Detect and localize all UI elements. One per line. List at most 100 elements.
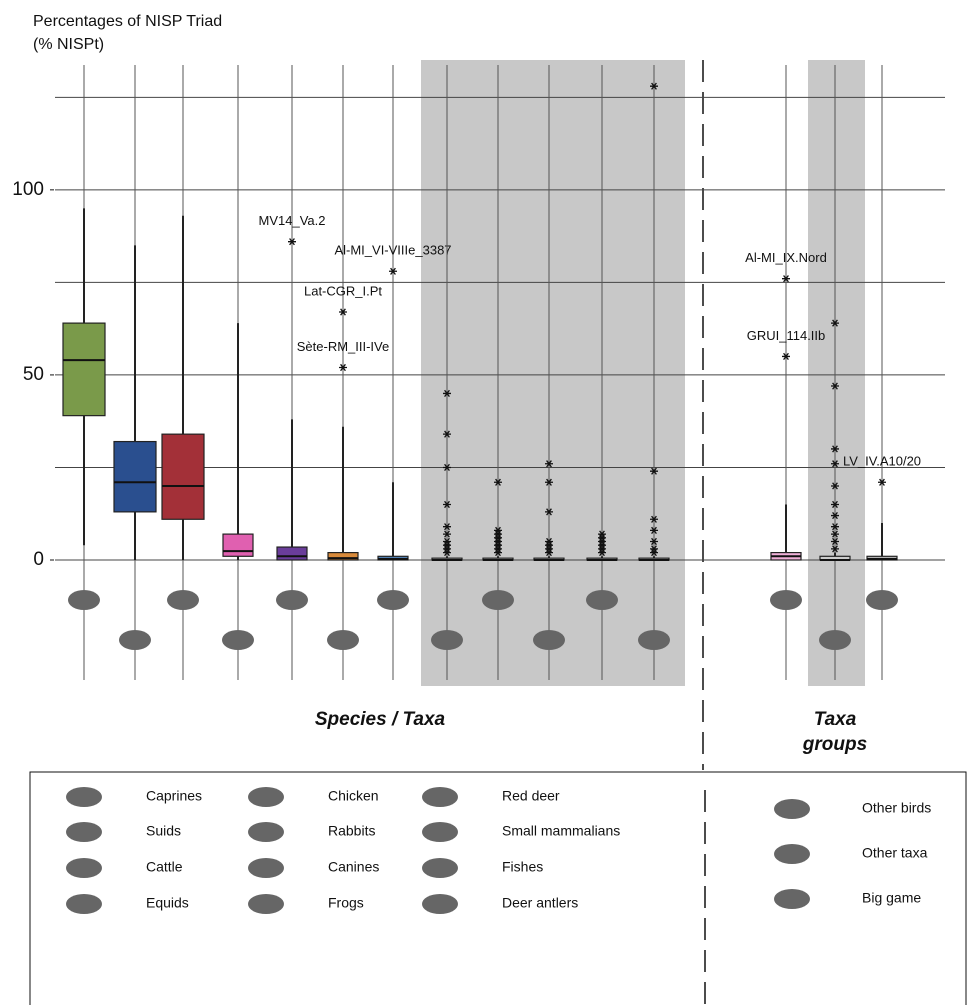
outlier — [831, 319, 839, 327]
outlier — [288, 238, 296, 246]
taxon-icon — [770, 590, 802, 610]
outlier — [650, 526, 658, 534]
outlier — [598, 549, 606, 557]
legend-label: Other taxa — [862, 845, 928, 861]
outlier — [650, 82, 658, 90]
outlier — [650, 515, 658, 523]
outlier — [831, 460, 839, 468]
taxon-icon — [119, 630, 151, 650]
taxon-icon — [866, 590, 898, 610]
legend-label: Rabbits — [328, 823, 375, 839]
legend-label: Big game — [862, 890, 921, 906]
taxon-icon — [431, 630, 463, 650]
legend-label: Caprines — [146, 788, 202, 804]
shaded-zone — [808, 60, 865, 686]
legend-label: Equids — [146, 895, 189, 911]
outlier — [389, 267, 397, 275]
outlier — [339, 363, 347, 372]
y-axis-label: (% NISPt) — [33, 36, 104, 53]
taxon-icon — [638, 630, 670, 650]
legend-label: Chicken — [328, 788, 379, 804]
outlier — [650, 537, 658, 546]
taxon-icon — [327, 630, 359, 650]
box — [276, 546, 308, 561]
outlier — [831, 511, 839, 520]
outlier — [545, 549, 553, 557]
legend-label: Frogs — [328, 895, 364, 911]
outlier — [443, 530, 451, 538]
outlier — [831, 382, 839, 390]
legend-label: Deer antlers — [502, 895, 578, 911]
taxon-icon — [482, 590, 514, 610]
legend-label: Cattle — [146, 859, 183, 875]
taxon-icon — [819, 630, 851, 650]
outlier — [494, 549, 502, 557]
outlier — [545, 460, 553, 468]
outlier — [339, 308, 347, 316]
outlier — [443, 500, 451, 509]
outlier — [831, 500, 839, 509]
box — [62, 322, 106, 417]
outlier-label: GRUI_114.IIb — [747, 328, 826, 343]
legend-icon — [422, 787, 458, 807]
taxon-icon — [586, 590, 618, 610]
outlier — [650, 467, 658, 475]
box — [161, 433, 205, 520]
outlier — [545, 478, 553, 486]
legend-label: Small mammalians — [502, 823, 620, 839]
legend-icon — [66, 858, 102, 878]
outlier-label: Al-MI_VI-VIIIe_3387 — [334, 243, 451, 258]
legend-icon — [248, 894, 284, 914]
outlier — [831, 530, 839, 538]
outlier — [831, 445, 839, 453]
outlier-label: Al-MI_IX.Nord — [745, 250, 827, 265]
outlier-label: Sète-RM_III-IVe — [297, 339, 389, 354]
legend-label: Suids — [146, 823, 181, 839]
legend-icon — [248, 822, 284, 842]
taxon-icon — [222, 630, 254, 650]
legend-icon — [66, 787, 102, 807]
group-label: groups — [802, 734, 867, 755]
outlier — [878, 478, 886, 486]
outlier — [443, 389, 451, 398]
legend-icon — [66, 894, 102, 914]
outlier — [782, 352, 790, 361]
outlier — [831, 523, 839, 531]
y-tick-label: 100 — [12, 179, 44, 200]
legend-label: Red deer — [502, 788, 560, 804]
outlier — [831, 545, 839, 553]
box — [222, 533, 254, 557]
outlier-label: LV_IV.A10/20 — [843, 454, 921, 469]
legend-icon — [248, 787, 284, 807]
outlier — [443, 463, 451, 472]
outlier — [831, 482, 839, 490]
legend-icon — [248, 858, 284, 878]
outlier — [650, 549, 658, 557]
legend-label: Canines — [328, 859, 379, 875]
legend-icon — [422, 822, 458, 842]
outlier-label: MV14_Va.2 — [259, 213, 326, 228]
outlier — [443, 549, 451, 557]
legend-icon — [422, 858, 458, 878]
legend-frame — [29, 771, 967, 1005]
group-label: Taxa — [814, 709, 857, 730]
outlier — [545, 508, 553, 516]
legend-icon — [774, 889, 810, 909]
y-tick-label: 50 — [23, 364, 44, 385]
legend-icon — [774, 844, 810, 864]
legend-icon — [774, 799, 810, 819]
legend-label: Fishes — [502, 859, 543, 875]
legend-icon — [422, 894, 458, 914]
shaded-zone — [421, 60, 685, 686]
y-tick-label: 0 — [33, 549, 44, 570]
box — [113, 440, 157, 513]
legend-icon — [66, 822, 102, 842]
outlier — [443, 523, 451, 531]
taxon-icon — [167, 590, 199, 610]
taxon-icon — [68, 590, 100, 610]
y-axis-label: Percentages of NISP Triad — [33, 13, 222, 30]
taxon-icon — [533, 630, 565, 650]
box — [327, 551, 359, 561]
outlier — [494, 478, 502, 486]
